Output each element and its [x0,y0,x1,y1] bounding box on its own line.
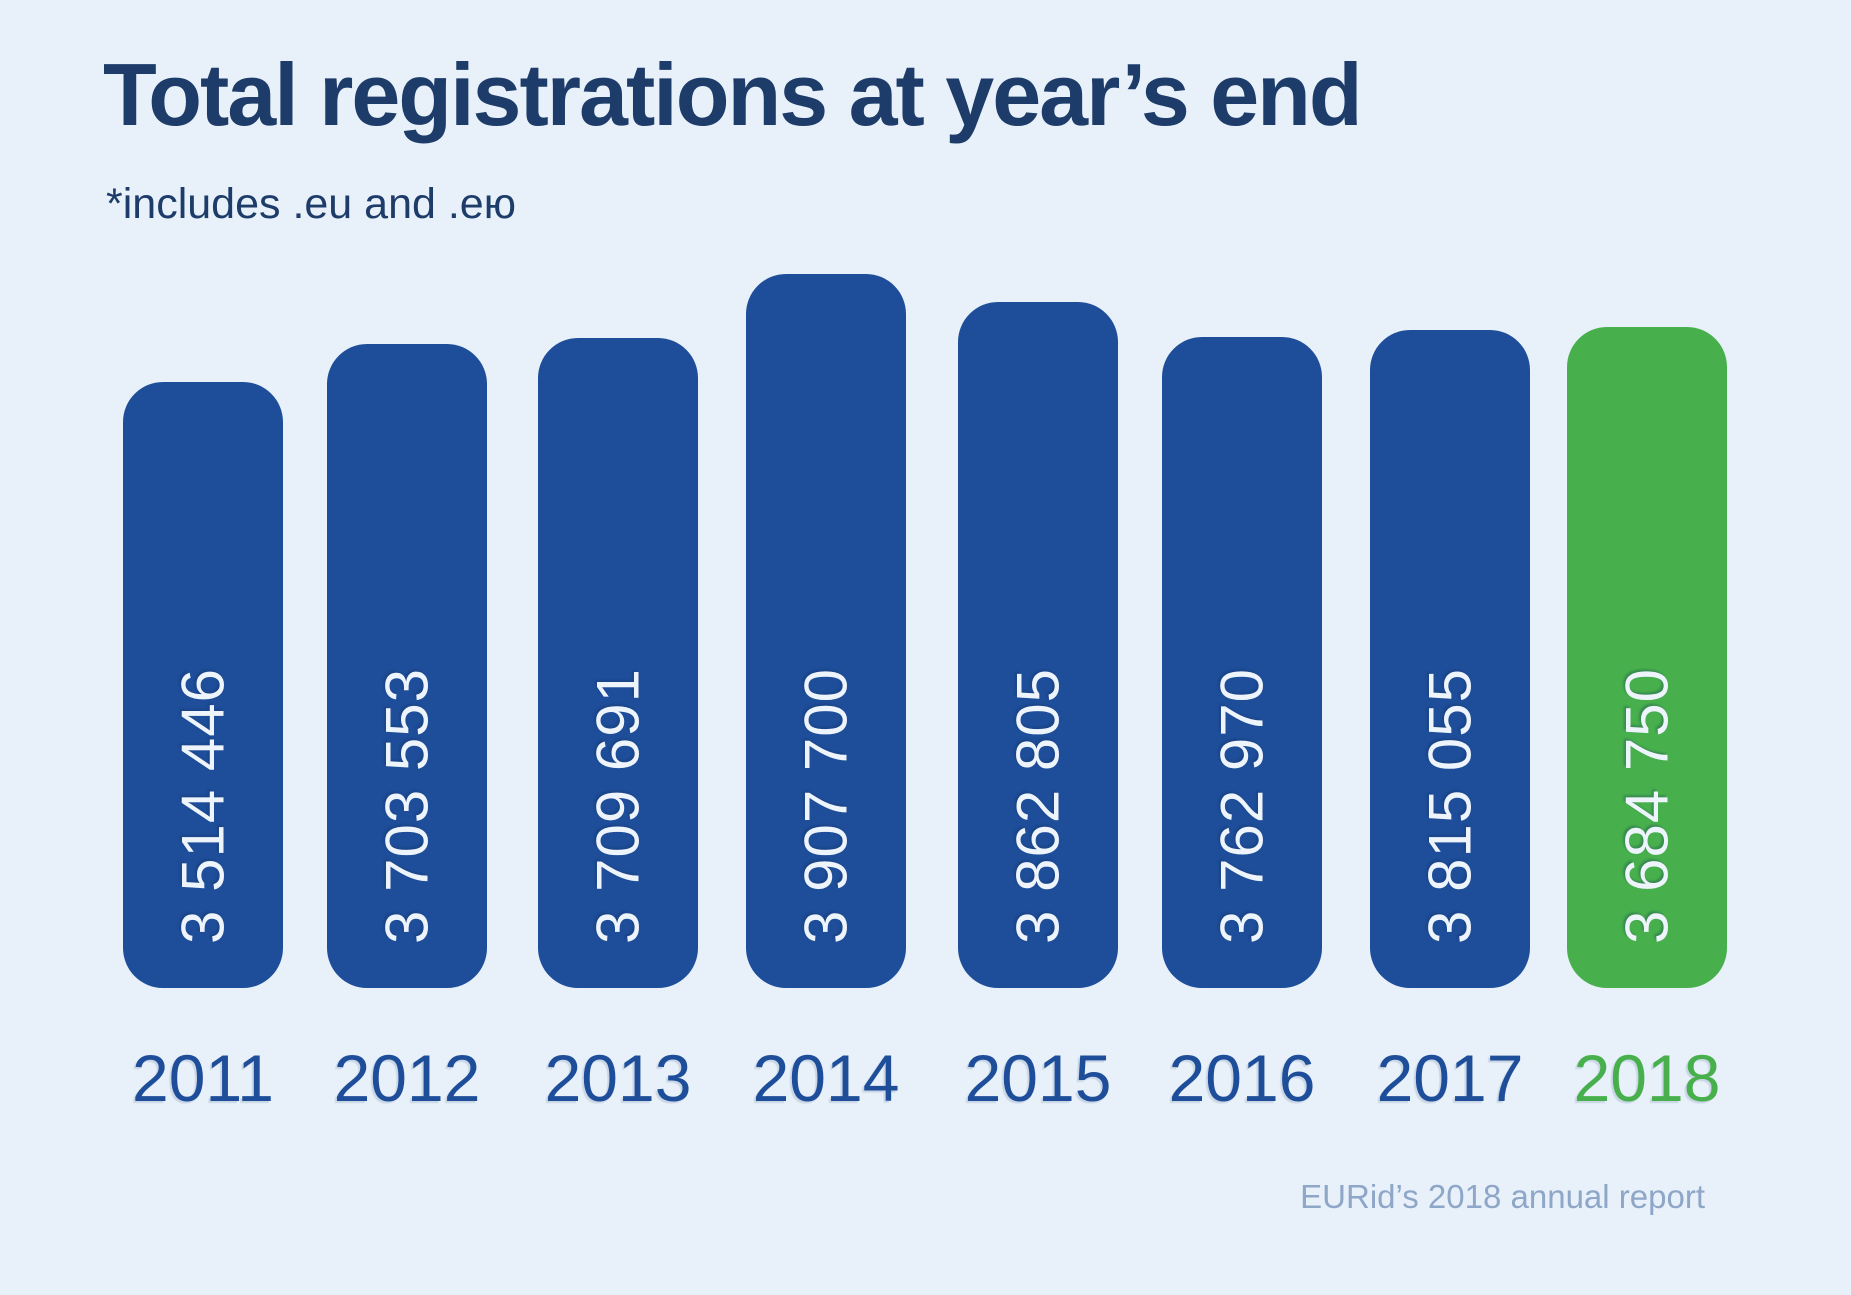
bar-value-label-2011: 3 514 446 [169,668,237,944]
source-credit: EURid’s 2018 annual report [1300,1178,1705,1215]
chart-column-2014: 3 907 700 2014 [746,0,906,1295]
bar-value-label-2018: 3 684 750 [1613,668,1681,944]
bar-2014: 3 907 700 [746,274,906,988]
chart-column-2015: 3 862 805 2015 [958,0,1118,1295]
year-label-2011: 2011 [132,1041,274,1115]
chart-column-2017: 3 815 055 2017 [1370,0,1530,1295]
year-label-2016: 2016 [1168,1041,1316,1115]
year-label-2015: 2015 [964,1041,1112,1115]
bar-value-label-2017: 3 815 055 [1416,668,1484,944]
bar-value-label-2013: 3 709 691 [584,668,652,944]
bar-2015: 3 862 805 [958,302,1118,988]
year-label-2012: 2012 [333,1041,481,1115]
bar-2016: 3 762 970 [1162,337,1322,988]
bar-2018-highlight: 3 684 750 [1567,327,1727,988]
bar-value-label-2014: 3 907 700 [792,668,860,944]
bar-2011: 3 514 446 [123,382,283,988]
bar-value-label-2012: 3 703 553 [373,668,441,944]
chart-column-2018: 3 684 750 2018 [1567,0,1727,1295]
bar-2013: 3 709 691 [538,338,698,988]
chart-subtitle: *includes .eu and .ею [106,180,516,228]
chart-column-2011: 3 514 446 2011 [123,0,283,1295]
chart-column-2012: 3 703 553 2012 [327,0,487,1295]
chart-column-2016: 3 762 970 2016 [1162,0,1322,1295]
year-label-2013: 2013 [544,1041,692,1115]
bar-value-label-2015: 3 862 805 [1004,668,1072,944]
bar-2017: 3 815 055 [1370,330,1530,988]
chart-title: Total registrations at year’s end [103,45,1363,144]
bar-value-label-2016: 3 762 970 [1208,668,1276,944]
year-label-2018: 2018 [1573,1041,1721,1115]
year-label-2014: 2014 [752,1041,900,1115]
year-label-2017: 2017 [1376,1041,1524,1115]
chart-column-2013: 3 709 691 2013 [538,0,698,1295]
bar-2012: 3 703 553 [327,344,487,988]
